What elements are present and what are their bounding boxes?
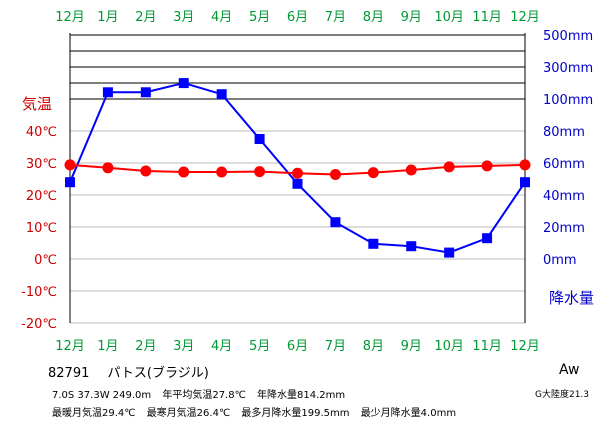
month-label-top: 11月 (472, 10, 502, 25)
temp-point (64, 159, 76, 171)
temp-point (292, 167, 303, 179)
station-id: 82791 (48, 366, 90, 381)
precip-point (140, 87, 151, 98)
station-location: 7.0S 37.3W 249.0m (52, 390, 152, 401)
temp-tick-label: -20℃ (21, 317, 57, 332)
month-label-top: 4月 (211, 10, 232, 25)
temp-point (367, 167, 379, 179)
month-label-bottom: 12月 (510, 339, 540, 354)
precip-point (520, 177, 530, 188)
temp-tick-label: 30℃ (26, 157, 57, 172)
month-label-bottom: 11月 (472, 339, 502, 354)
temp-tick-label: 0℃ (34, 253, 57, 268)
month-label-bottom: 12月 (55, 339, 85, 354)
month-label-bottom: 8月 (363, 339, 384, 354)
temp-point (178, 166, 190, 178)
month-label-bottom: 4月 (211, 339, 232, 354)
precip-axis-title: 降水量 (549, 289, 594, 307)
precip-point (406, 241, 417, 252)
precip-tick-label: 0mm (543, 253, 577, 268)
month-label-top: 6月 (287, 10, 308, 25)
precip-tick-label: 60mm (543, 157, 585, 172)
grid-layer (70, 34, 525, 324)
temp-point (519, 159, 531, 171)
month-label-bottom: 10月 (434, 339, 464, 354)
month-label-bottom: 1月 (97, 339, 118, 354)
temp-axis-title: 気温 (22, 95, 52, 113)
precip-point (292, 178, 303, 189)
temp-point (481, 160, 493, 172)
precip-point (65, 177, 75, 188)
precip-point (368, 238, 379, 249)
month-label-top: 5月 (249, 10, 270, 25)
precip-point (102, 87, 113, 98)
station-extremes: 最暖月気温29.4℃ 最寒月気温26.4℃ 最多月降水量199.5mm 最少月降… (52, 404, 464, 419)
station-header: 82791 パトス(ブラジル) (48, 362, 223, 381)
precip-point (254, 134, 265, 144)
month-label-top: 9月 (401, 10, 422, 25)
wettest-month: 最多月降水量199.5mm (241, 408, 350, 419)
month-label-top: 2月 (135, 10, 156, 25)
precip-tick-label: 40mm (543, 189, 585, 204)
annual-precip: 年降水量814.2mm (257, 390, 346, 401)
month-label-bottom: 7月 (325, 339, 346, 354)
month-label-top: 7月 (325, 10, 346, 25)
temp-point (405, 164, 417, 176)
month-label-top: 3月 (173, 10, 194, 25)
precip-point (178, 78, 189, 89)
month-label-bottom: 2月 (135, 339, 156, 354)
precip-tick-label: 500mm (543, 29, 593, 44)
precip-point (482, 233, 493, 244)
series-layer (64, 78, 531, 258)
temp-tick-label: 20℃ (26, 189, 57, 204)
temp-point (254, 166, 266, 178)
temp-tick-label: 40℃ (26, 125, 57, 140)
station-summary: 7.0S 37.3W 249.0m 年平均気温27.8℃ 年降水量814.2mm (52, 386, 353, 401)
station-name: パトス(ブラジル) (107, 366, 209, 381)
precip-tick-label: 100mm (543, 93, 593, 108)
temp-tick-label: -10℃ (21, 285, 57, 300)
temp-point (140, 165, 152, 177)
precip-tick-label: 80mm (543, 125, 585, 140)
temp-point (216, 166, 228, 178)
label-layer: 12月 1月 2月 3月 4月 5月 6月 7月 8月 9月 10月 11月 12月 12月 1月 2月 3月 4… (21, 10, 594, 354)
precip-tick-label: 20mm (543, 221, 585, 236)
temp-tick-label: 10℃ (26, 221, 57, 236)
warmest-month: 最暖月気温29.4℃ (52, 408, 136, 419)
month-label-top: 12月 (510, 10, 540, 25)
coldest-month: 最寒月気温26.4℃ (146, 408, 231, 419)
precip-point (216, 89, 227, 100)
driest-month: 最少月降水量4.0mm (360, 408, 457, 419)
precip-tick-label: 300mm (543, 61, 593, 76)
precip-point (330, 217, 341, 228)
month-label-bottom: 9月 (401, 339, 422, 354)
annual-mean-temp: 年平均気温27.8℃ (162, 390, 246, 401)
month-label-bottom: 6月 (287, 339, 308, 354)
month-label-top: 1月 (97, 10, 118, 25)
month-label-bottom: 3月 (173, 339, 194, 354)
month-label-top: 10月 (434, 10, 464, 25)
month-label-top: 8月 (363, 10, 384, 25)
continentality-index: G大陸度21.3 (535, 390, 590, 400)
month-label-top: 12月 (55, 10, 85, 25)
temp-point (329, 169, 341, 181)
temp-point (102, 162, 114, 174)
month-label-bottom: 5月 (249, 339, 270, 354)
temp-point (443, 161, 455, 173)
precip-point (444, 247, 455, 258)
koppen-class: Aw (559, 362, 580, 378)
